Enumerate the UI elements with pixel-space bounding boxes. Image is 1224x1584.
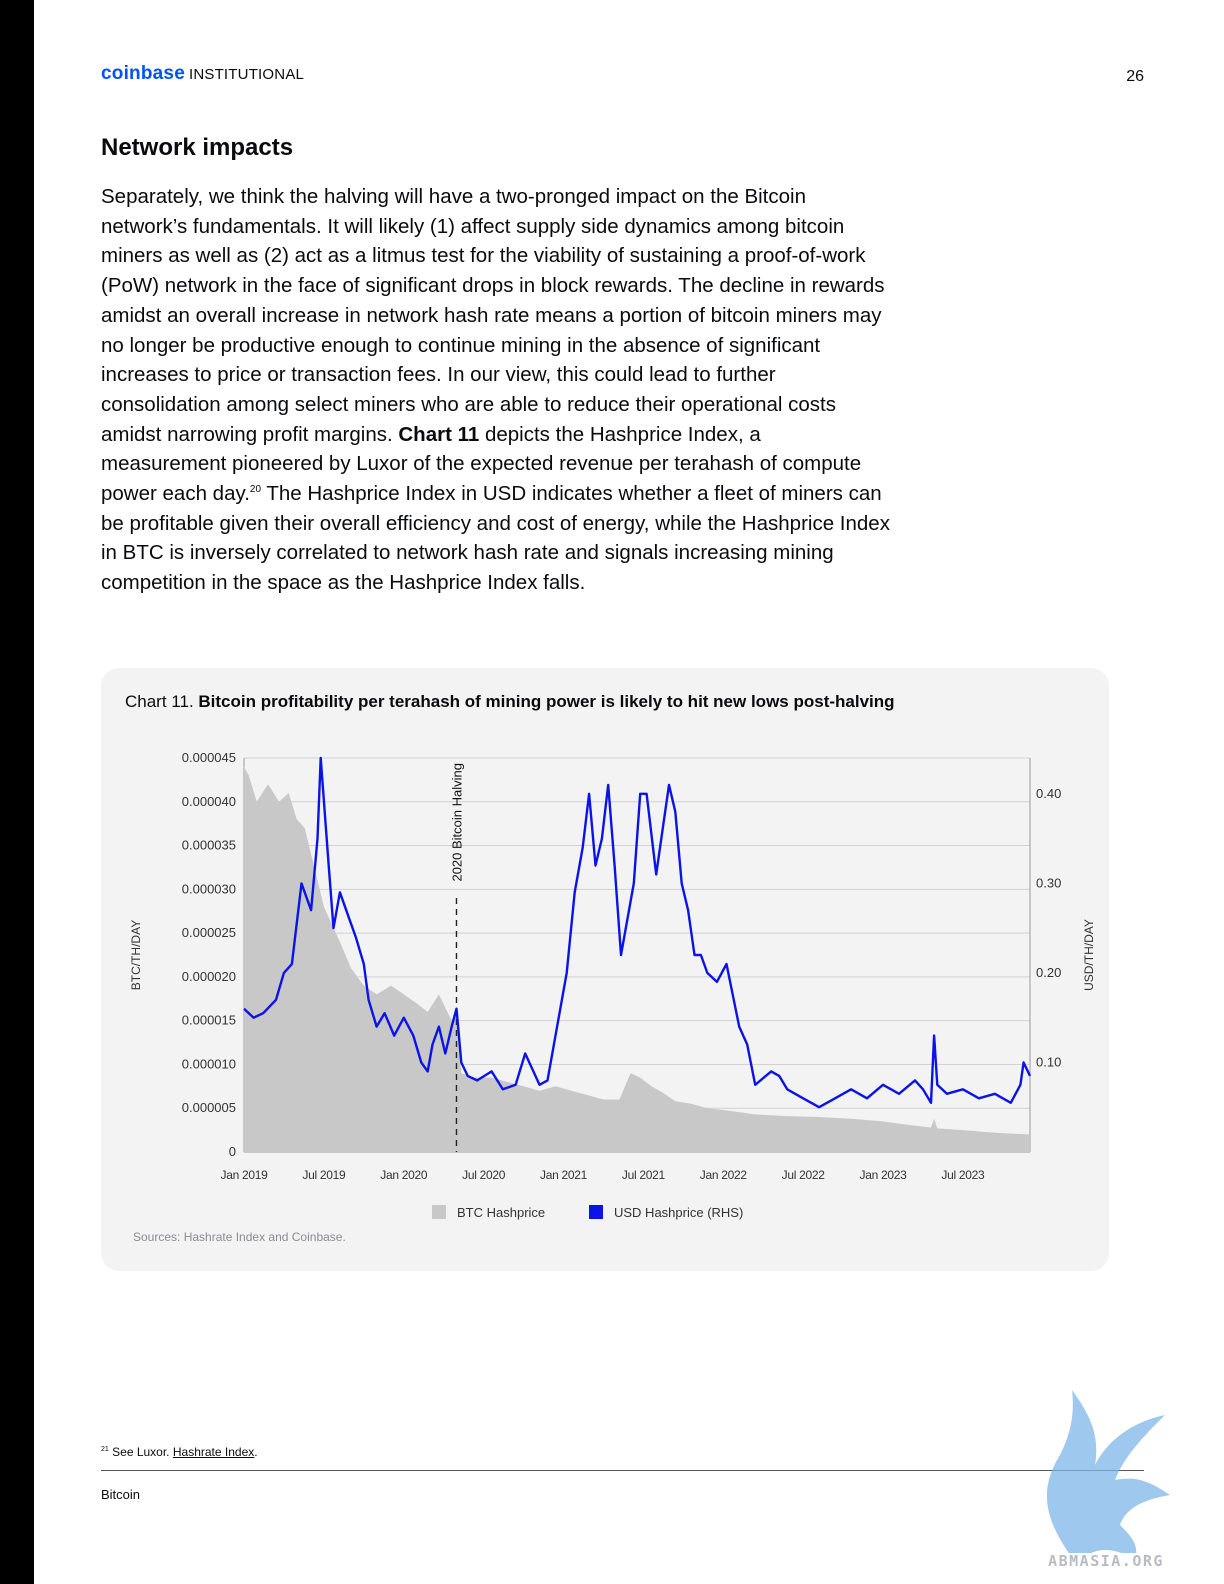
x-tick-label: Jan 2020	[380, 1168, 428, 1182]
usd-hashprice-line	[243, 756, 1032, 1109]
y-left-tick-label: 0.000030	[182, 881, 236, 896]
x-tick-label: Jul 2019	[302, 1168, 346, 1182]
chart-label: Chart 11. Bitcoin profitability per tera…	[125, 692, 895, 712]
y-left-tick-label: 0.000035	[182, 838, 236, 853]
page-number: 26	[1126, 68, 1144, 85]
btc-hashprice-area	[244, 766, 1030, 1152]
footnote-after: .	[254, 1445, 258, 1459]
chart-card: Chart 11. Bitcoin profitability per tera…	[101, 668, 1109, 1271]
y-right-tick-label: 0.10	[1036, 1054, 1061, 1069]
x-tick-label: Jul 2023	[941, 1168, 985, 1182]
y-left-axis-title: BTC/TH/DAY	[129, 920, 143, 990]
legend-label-btc: BTC Hashprice	[457, 1205, 545, 1220]
x-tick-label: Jan 2021	[540, 1168, 588, 1182]
y-right-tick-label: 0.40	[1036, 786, 1061, 801]
svg-text:ABMASIA.ORG: ABMASIA.ORG	[1048, 1552, 1164, 1570]
body-paragraph: Separately, we think the halving will ha…	[101, 182, 891, 598]
footer-divider	[101, 1470, 1144, 1471]
chart-label-prefix: Chart 11.	[125, 692, 199, 711]
y-left-tick-label: 0.000025	[182, 925, 236, 940]
coinbase-logo: coinbase	[101, 63, 185, 84]
body-part-2: depicts the Hashprice Index, a measureme…	[101, 422, 862, 506]
x-tick-label: Jan 2019	[221, 1168, 269, 1182]
y-left-tick-label: 0	[229, 1144, 236, 1159]
body-part-1: Separately, we think the halving will ha…	[101, 185, 885, 446]
legend-swatch-btc	[432, 1205, 446, 1219]
chart-label-title: Bitcoin profitability per terahash of mi…	[198, 692, 895, 711]
left-edge-bar	[0, 0, 34, 1584]
chart-reference: Chart 11	[398, 422, 480, 446]
x-tick-label: Jul 2020	[462, 1168, 506, 1182]
y-right-axis-title: USD/TH/DAY	[1082, 919, 1096, 991]
x-tick-label: Jan 2023	[860, 1168, 908, 1182]
y-left-tick-label: 0.000045	[182, 750, 236, 765]
brand-header: coinbase INSTITUTIONAL	[101, 63, 304, 85]
abmasia-watermark-logo: ABMASIA.ORG	[1038, 1390, 1174, 1570]
legend-label-usd: USD Hashprice (RHS)	[614, 1205, 743, 1220]
hashprice-chart: 0.000045 0.000040 0.000035 0.000030 0.000025…	[129, 750, 1096, 1220]
body-part-3: The Hashprice Index in USD indicates whe…	[101, 482, 890, 595]
halving-label: 2020 Bitcoin Halving	[449, 763, 464, 882]
y-left-tick-label: 0.000020	[182, 969, 236, 984]
y-right-tick-label: 0.20	[1036, 965, 1061, 980]
section-title: Network impacts	[101, 134, 294, 161]
y-left-tick-label: 0.000040	[182, 794, 236, 809]
brand-suffix: INSTITUTIONAL	[188, 66, 305, 83]
chart-sources: Sources: Hashrate Index and Coinbase.	[133, 1230, 346, 1244]
legend-swatch-usd	[589, 1205, 603, 1219]
footnote: 21 See Luxor. Hashrate Index.	[101, 1445, 258, 1459]
footnote-reference: 20	[249, 484, 262, 496]
y-left-tick-label: 0.000010	[182, 1056, 236, 1071]
y-left-tick-label: 0.000015	[182, 1013, 236, 1028]
x-tick-label: Jul 2022	[782, 1168, 826, 1182]
footer-label: Bitcoin	[101, 1487, 141, 1502]
footnote-link[interactable]: Hashrate Index	[172, 1445, 255, 1459]
y-left-tick-label: 0.000005	[182, 1100, 236, 1115]
x-tick-label: Jan 2022	[700, 1168, 748, 1182]
x-tick-label: Jul 2021	[622, 1168, 666, 1182]
y-right-tick-label: 0.30	[1036, 875, 1061, 890]
footnote-text: See Luxor.	[112, 1445, 173, 1459]
footnote-number: 21	[101, 1446, 109, 1453]
